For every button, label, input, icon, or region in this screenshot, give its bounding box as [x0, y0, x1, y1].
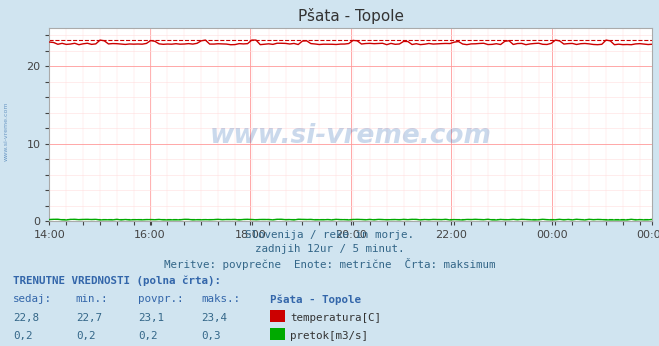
- Text: www.si-vreme.com: www.si-vreme.com: [210, 123, 492, 149]
- Text: sedaj:: sedaj:: [13, 294, 52, 304]
- Text: www.si-vreme.com: www.si-vreme.com: [4, 102, 9, 161]
- Text: 23,1: 23,1: [138, 313, 164, 323]
- Text: min.:: min.:: [76, 294, 108, 304]
- Text: povpr.:: povpr.:: [138, 294, 184, 304]
- Text: Slovenija / reke in morje.: Slovenija / reke in morje.: [245, 230, 414, 240]
- Text: TRENUTNE VREDNOSTI (polna črta):: TRENUTNE VREDNOSTI (polna črta):: [13, 275, 221, 285]
- Title: Pšata - Topole: Pšata - Topole: [298, 8, 404, 24]
- Text: maks.:: maks.:: [201, 294, 240, 304]
- Text: 0,3: 0,3: [201, 331, 221, 341]
- Text: 0,2: 0,2: [76, 331, 96, 341]
- Text: 22,7: 22,7: [76, 313, 101, 323]
- Text: Meritve: povprečne  Enote: metrične  Črta: maksimum: Meritve: povprečne Enote: metrične Črta:…: [163, 258, 496, 270]
- Text: zadnjih 12ur / 5 minut.: zadnjih 12ur / 5 minut.: [255, 244, 404, 254]
- Text: 0,2: 0,2: [13, 331, 33, 341]
- Text: 22,8: 22,8: [13, 313, 39, 323]
- Text: pretok[m3/s]: pretok[m3/s]: [290, 331, 368, 341]
- Text: 0,2: 0,2: [138, 331, 158, 341]
- Text: temperatura[C]: temperatura[C]: [290, 313, 381, 323]
- Text: Pšata - Topole: Pšata - Topole: [270, 294, 361, 304]
- Text: 23,4: 23,4: [201, 313, 227, 323]
